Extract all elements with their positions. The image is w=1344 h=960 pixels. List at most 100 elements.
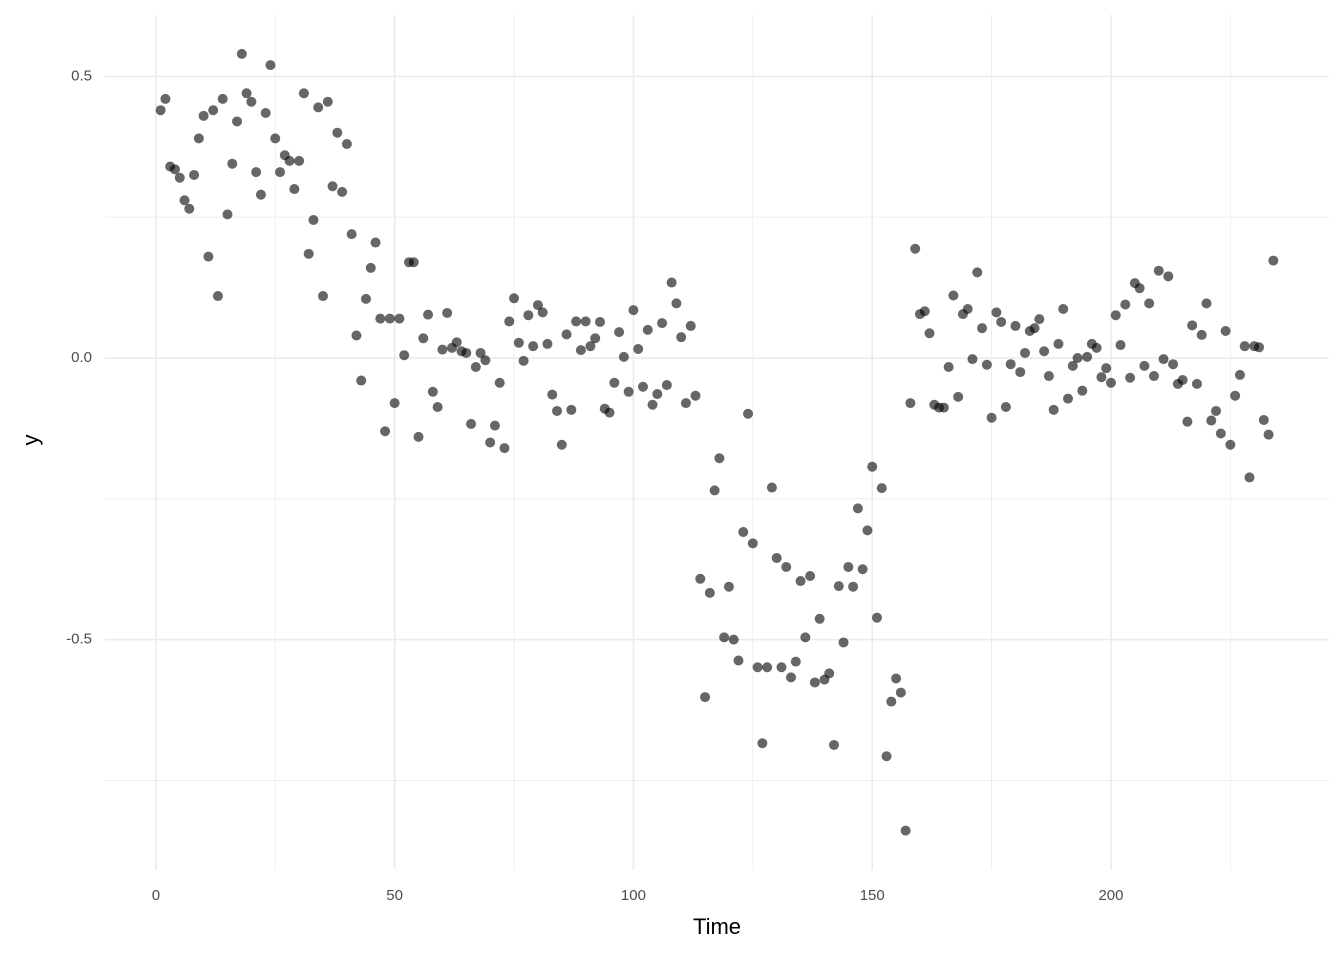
point — [1201, 298, 1212, 309]
point — [179, 195, 190, 206]
point — [1220, 325, 1231, 336]
point — [1139, 360, 1150, 371]
point — [1067, 360, 1078, 371]
point — [891, 673, 902, 684]
point — [728, 634, 739, 645]
point — [972, 267, 983, 278]
point — [1177, 374, 1188, 385]
point — [332, 127, 343, 138]
point — [661, 380, 672, 391]
point — [1096, 372, 1107, 383]
x-axis-title: Time — [693, 914, 741, 939]
point — [1072, 353, 1083, 364]
point — [766, 482, 777, 493]
point — [647, 399, 658, 410]
point — [571, 316, 582, 327]
point — [700, 692, 711, 703]
point — [475, 347, 486, 358]
point — [652, 389, 663, 400]
point — [594, 316, 605, 327]
point — [1158, 354, 1169, 365]
point — [189, 169, 200, 180]
point — [169, 164, 180, 175]
point — [375, 313, 386, 324]
point — [938, 402, 949, 413]
point — [743, 408, 754, 419]
point — [628, 305, 639, 316]
point — [714, 453, 725, 464]
point — [609, 377, 620, 388]
point — [943, 362, 954, 373]
point — [1043, 371, 1054, 382]
point — [513, 337, 524, 348]
point — [566, 404, 577, 415]
point — [480, 355, 491, 366]
point — [996, 316, 1007, 327]
point — [470, 362, 481, 373]
point — [623, 386, 634, 397]
point — [876, 483, 887, 494]
point — [1230, 390, 1241, 401]
point — [695, 573, 706, 584]
point — [327, 181, 338, 192]
point — [886, 696, 897, 707]
point — [494, 377, 505, 388]
point — [1120, 299, 1131, 310]
point — [1020, 347, 1031, 358]
x-tick-label: 50 — [386, 887, 403, 904]
point — [848, 581, 859, 592]
y-tick-label: -0.5 — [66, 631, 92, 648]
point — [1134, 283, 1145, 294]
point — [1239, 341, 1250, 352]
point — [532, 300, 543, 311]
point — [275, 167, 286, 178]
point — [637, 381, 648, 392]
y-tick-label: 0.5 — [71, 67, 92, 84]
point — [805, 570, 816, 581]
point — [313, 102, 324, 113]
point — [155, 105, 166, 116]
point — [341, 138, 352, 149]
point — [1215, 428, 1226, 439]
x-tick-label: 200 — [1098, 887, 1123, 904]
point — [738, 527, 749, 538]
point — [193, 133, 204, 144]
point — [1082, 351, 1093, 362]
point — [1244, 472, 1255, 483]
point — [1058, 304, 1069, 315]
point — [485, 437, 496, 448]
point — [657, 318, 668, 329]
point — [1053, 338, 1064, 349]
point — [1091, 342, 1102, 353]
point — [843, 561, 854, 572]
x-tick-label: 100 — [621, 887, 646, 904]
point — [365, 262, 376, 273]
point — [590, 333, 601, 344]
point — [1168, 359, 1179, 370]
point — [399, 350, 410, 361]
point — [1144, 298, 1155, 309]
point — [437, 344, 448, 355]
point — [556, 439, 567, 450]
point — [580, 316, 591, 327]
point — [795, 576, 806, 587]
point — [408, 257, 419, 268]
point — [432, 402, 443, 413]
point — [680, 398, 691, 409]
grid — [105, 15, 1329, 870]
point — [1063, 393, 1074, 404]
point — [208, 105, 219, 116]
point — [203, 251, 214, 262]
point — [910, 243, 921, 254]
point — [212, 291, 223, 302]
point — [270, 133, 281, 144]
point — [747, 538, 758, 549]
point — [351, 330, 362, 341]
point — [423, 309, 434, 320]
point — [871, 612, 882, 623]
point — [394, 313, 405, 324]
point — [318, 291, 329, 302]
point — [227, 158, 238, 169]
point — [489, 420, 500, 431]
point — [1206, 415, 1217, 426]
